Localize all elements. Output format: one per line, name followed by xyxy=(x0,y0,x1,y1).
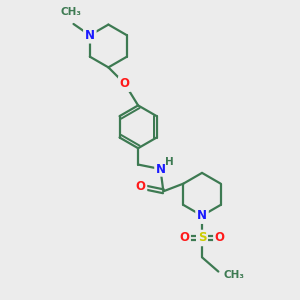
Text: O: O xyxy=(120,77,130,90)
Text: CH₃: CH₃ xyxy=(61,8,82,17)
Text: N: N xyxy=(155,163,165,176)
Text: N: N xyxy=(85,29,95,42)
Text: N: N xyxy=(197,209,207,222)
Text: H: H xyxy=(165,157,174,166)
Text: O: O xyxy=(215,232,225,244)
Text: S: S xyxy=(198,232,206,244)
Text: O: O xyxy=(136,180,146,194)
Text: O: O xyxy=(179,232,189,244)
Text: CH₃: CH₃ xyxy=(224,270,245,280)
